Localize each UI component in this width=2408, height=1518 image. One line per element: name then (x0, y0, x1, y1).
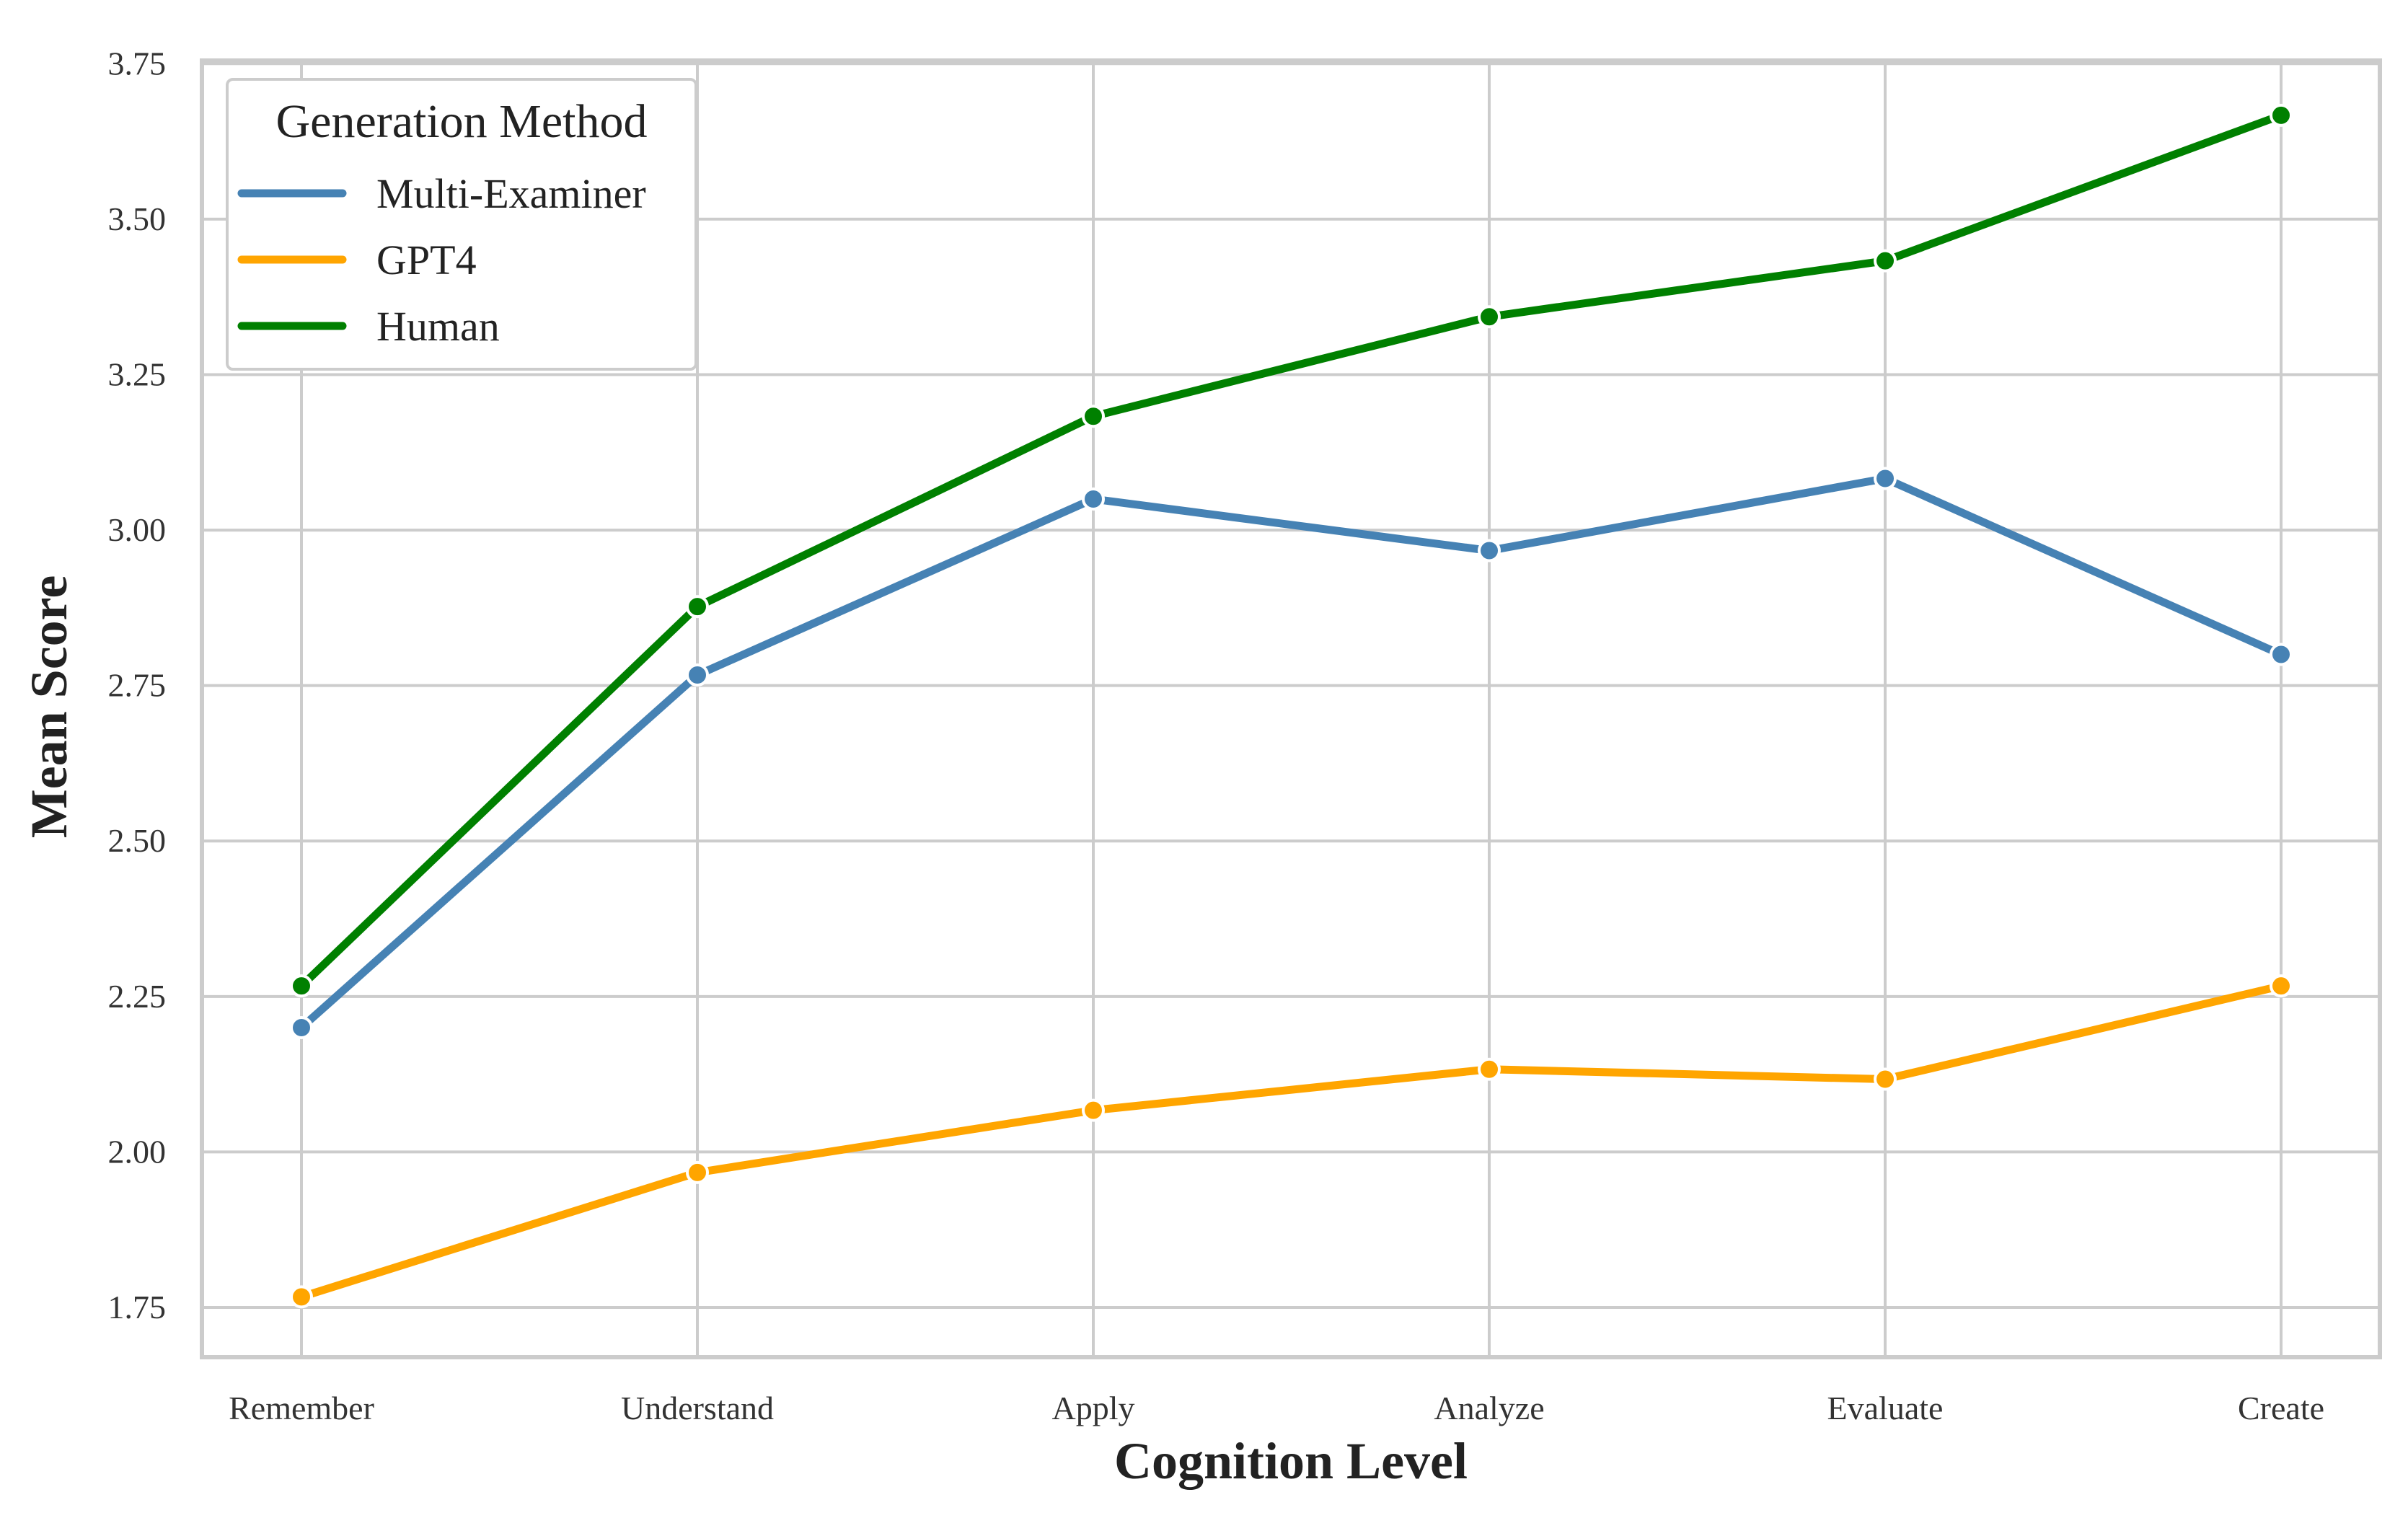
series-gpt4 (290, 974, 2293, 1309)
series-line-multi-examiner (297, 474, 2285, 1032)
series-line-gpt4 (297, 981, 2285, 1301)
y-tick-label: 3.25 (108, 356, 167, 392)
y-tick-label: 3.75 (108, 45, 167, 81)
series-group (290, 103, 2293, 1309)
y-tick-label: 3.50 (108, 200, 167, 237)
data-point-multi-examiner (290, 1015, 313, 1039)
data-point-multi-examiner (686, 663, 709, 687)
legend-items: Multi-Examiner GPT4 Human (237, 170, 646, 350)
data-point-gpt4 (686, 1160, 709, 1184)
y-tick-labels: 1.75 2.00 2.25 2.50 2.75 3.00 3.25 3.50 3.75 (108, 45, 167, 1325)
data-point-gpt4 (290, 1285, 313, 1309)
y-tick-label: 3.00 (108, 511, 167, 548)
legend-label: Human (376, 303, 500, 350)
data-point-human (1874, 249, 1897, 273)
data-point-human (1478, 305, 1501, 329)
data-point-gpt4 (1082, 1098, 1105, 1122)
data-point-human (686, 595, 709, 619)
x-tick-label: Understand (621, 1390, 774, 1426)
legend-item-human: Human (237, 303, 500, 350)
plot-border (200, 58, 2382, 1359)
data-point-multi-examiner (2270, 643, 2293, 666)
y-tick-label: 1.75 (108, 1289, 167, 1325)
data-point-multi-examiner (1874, 467, 1897, 490)
series-line-human (297, 111, 2285, 990)
data-point-human (1082, 405, 1105, 428)
legend-box (226, 78, 697, 371)
x-tick-label: Remember (229, 1390, 374, 1426)
y-tick-label: 2.25 (108, 978, 167, 1015)
series-human (290, 103, 2293, 998)
legend-item-multi-examiner: Multi-Examiner (237, 170, 646, 217)
legend-label: GPT4 (376, 237, 477, 283)
y-tick-label: 2.75 (108, 667, 167, 704)
x-axis-title: Cognition Level (1114, 1432, 1468, 1490)
y-tick-label: 2.00 (108, 1133, 167, 1170)
y-axis-title: Mean Score (20, 575, 78, 839)
legend-label: Multi-Examiner (376, 170, 646, 217)
data-point-gpt4 (2270, 974, 2293, 998)
x-tick-label: Evaluate (1827, 1390, 1944, 1426)
legend: Generation Method Multi-Examiner GPT4 Huma… (226, 78, 697, 371)
x-tick-label: Apply (1052, 1390, 1135, 1426)
x-tick-label: Create (2238, 1390, 2324, 1426)
data-point-human (290, 974, 313, 998)
x-tick-label: Analyze (1434, 1390, 1544, 1426)
series-multi-examiner (290, 467, 2293, 1039)
data-point-multi-examiner (1478, 539, 1501, 562)
data-point-multi-examiner (1082, 487, 1105, 511)
plot-frame (200, 58, 2382, 1359)
data-point-gpt4 (1874, 1067, 1897, 1091)
data-point-gpt4 (1478, 1057, 1501, 1081)
y-tick-label: 2.50 (108, 822, 167, 859)
x-tick-labels: Remember Understand Apply Analyze Evaluate Cr… (229, 1390, 2324, 1426)
legend-item-gpt4: GPT4 (237, 237, 477, 283)
data-point-human (2270, 103, 2293, 127)
legend-title: Generation Method (275, 95, 647, 148)
